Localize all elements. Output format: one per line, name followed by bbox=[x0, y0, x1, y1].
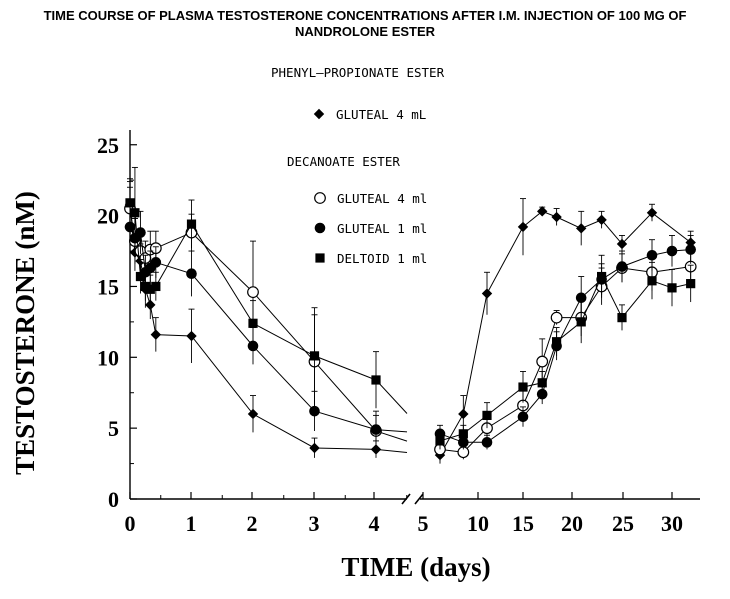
x-tick-label: 10 bbox=[467, 511, 489, 536]
series-line bbox=[439, 275, 691, 442]
data-point bbox=[536, 355, 549, 368]
axis-break-mark-right bbox=[414, 493, 424, 505]
data-point bbox=[646, 207, 658, 218]
legend-marker-0 bbox=[313, 108, 325, 120]
data-point bbox=[186, 219, 197, 229]
data-point bbox=[596, 214, 607, 226]
legend-marker-2 bbox=[314, 222, 326, 234]
data-point bbox=[552, 337, 562, 347]
data-point bbox=[309, 442, 320, 454]
series-2 bbox=[124, 203, 696, 450]
data-point bbox=[647, 276, 657, 286]
data-point bbox=[518, 382, 528, 392]
series-line-break-segment bbox=[375, 379, 408, 414]
data-point bbox=[150, 329, 162, 340]
y-tick-label: 0 bbox=[108, 487, 119, 512]
data-point bbox=[248, 318, 258, 328]
x-tick-label: 4 bbox=[369, 511, 380, 536]
data-point bbox=[186, 268, 197, 279]
data-point bbox=[309, 351, 320, 361]
data-point bbox=[150, 257, 162, 268]
chart-series-layer bbox=[124, 166, 697, 464]
y-tick-label: 20 bbox=[97, 204, 119, 229]
data-point bbox=[536, 388, 548, 400]
data-point bbox=[247, 408, 259, 420]
data-point bbox=[247, 286, 259, 299]
data-point bbox=[458, 408, 469, 420]
data-point bbox=[135, 271, 146, 282]
data-point bbox=[145, 299, 156, 311]
data-point bbox=[145, 284, 155, 294]
data-point bbox=[537, 206, 548, 217]
y-tick-label: 10 bbox=[97, 345, 119, 370]
data-point bbox=[481, 437, 493, 448]
legend-header-phenyl-propionate: PHENYL–PROPIONATE ESTER bbox=[271, 65, 445, 80]
x-tick-label: 30 bbox=[661, 511, 683, 536]
data-point bbox=[617, 313, 627, 323]
data-point bbox=[517, 411, 529, 423]
data-point bbox=[482, 410, 492, 420]
y-axis-label: TESTOSTERONE (nM) bbox=[10, 191, 40, 475]
x-tick-label: 5 bbox=[418, 511, 429, 536]
data-point bbox=[667, 283, 677, 293]
y-tick-label: 5 bbox=[108, 416, 119, 441]
chart-legend: PHENYL–PROPIONATE ESTER DECANOATE ESTER GL… bbox=[271, 65, 445, 266]
chart-title: TIME COURSE OF PLASMA TESTOSTERONE CONCE… bbox=[0, 8, 730, 40]
x-axis-label: TIME (days) bbox=[341, 552, 490, 582]
legend-label-1: GLUTEAL 4 ml bbox=[337, 191, 427, 206]
x-tick-label: 2 bbox=[247, 511, 258, 536]
data-point bbox=[309, 405, 320, 417]
data-point bbox=[666, 245, 678, 257]
series-line bbox=[129, 204, 377, 450]
data-point bbox=[616, 261, 628, 272]
legend-label-2: GLUTEAL 1 ml bbox=[337, 221, 427, 236]
data-point bbox=[551, 211, 562, 223]
legend-label-0: GLUTEAL 4 mL bbox=[336, 107, 426, 122]
data-point bbox=[130, 208, 140, 218]
chart-axes bbox=[129, 130, 700, 505]
data-point bbox=[151, 281, 161, 292]
data-point bbox=[550, 311, 563, 324]
x-tick-label: 25 bbox=[612, 511, 634, 536]
data-point bbox=[370, 424, 382, 435]
chart-title-line-1: TIME COURSE OF PLASMA TESTOSTERONE CONCE… bbox=[43, 8, 687, 23]
legend-header-decanoate: DECANOATE ESTER bbox=[287, 154, 400, 169]
axis-break-mark-left bbox=[401, 493, 411, 505]
x-tick-label: 1 bbox=[186, 511, 197, 536]
data-point bbox=[124, 221, 136, 233]
data-point bbox=[481, 288, 493, 299]
data-point bbox=[576, 317, 586, 327]
chart-title-line-2: NANDROLONE ESTER bbox=[294, 24, 436, 39]
data-point bbox=[435, 436, 445, 446]
x-tick-label: 3 bbox=[309, 511, 320, 536]
data-point bbox=[597, 271, 607, 282]
x-tick-label: 0 bbox=[125, 511, 136, 536]
data-point bbox=[186, 330, 197, 342]
y-tick-label: 25 bbox=[97, 133, 119, 158]
data-point bbox=[646, 249, 658, 261]
legend-marker-3 bbox=[315, 253, 325, 263]
data-point bbox=[140, 281, 150, 292]
legend-label-3: DELTOID 1 ml bbox=[337, 251, 427, 266]
data-point bbox=[537, 378, 547, 388]
data-point bbox=[458, 429, 468, 439]
y-tick-label: 15 bbox=[97, 274, 119, 299]
x-tick-label: 20 bbox=[561, 511, 583, 536]
series-line bbox=[439, 266, 691, 453]
data-point bbox=[125, 198, 135, 208]
chart-ticks: 0 5 10 15 20 25 0 1 2 3 4 5 10 15 20 25 30 bbox=[97, 133, 683, 536]
legend-marker-1 bbox=[314, 192, 326, 204]
series-line-break-segment bbox=[375, 448, 408, 454]
data-point bbox=[686, 279, 696, 289]
data-point bbox=[685, 244, 696, 255]
data-point bbox=[576, 223, 587, 234]
data-point bbox=[616, 238, 628, 250]
data-point bbox=[517, 221, 529, 233]
data-point bbox=[135, 227, 146, 238]
series-3 bbox=[125, 166, 696, 450]
x-tick-label: 15 bbox=[512, 511, 534, 536]
data-point bbox=[371, 375, 381, 385]
series-line bbox=[439, 210, 692, 456]
